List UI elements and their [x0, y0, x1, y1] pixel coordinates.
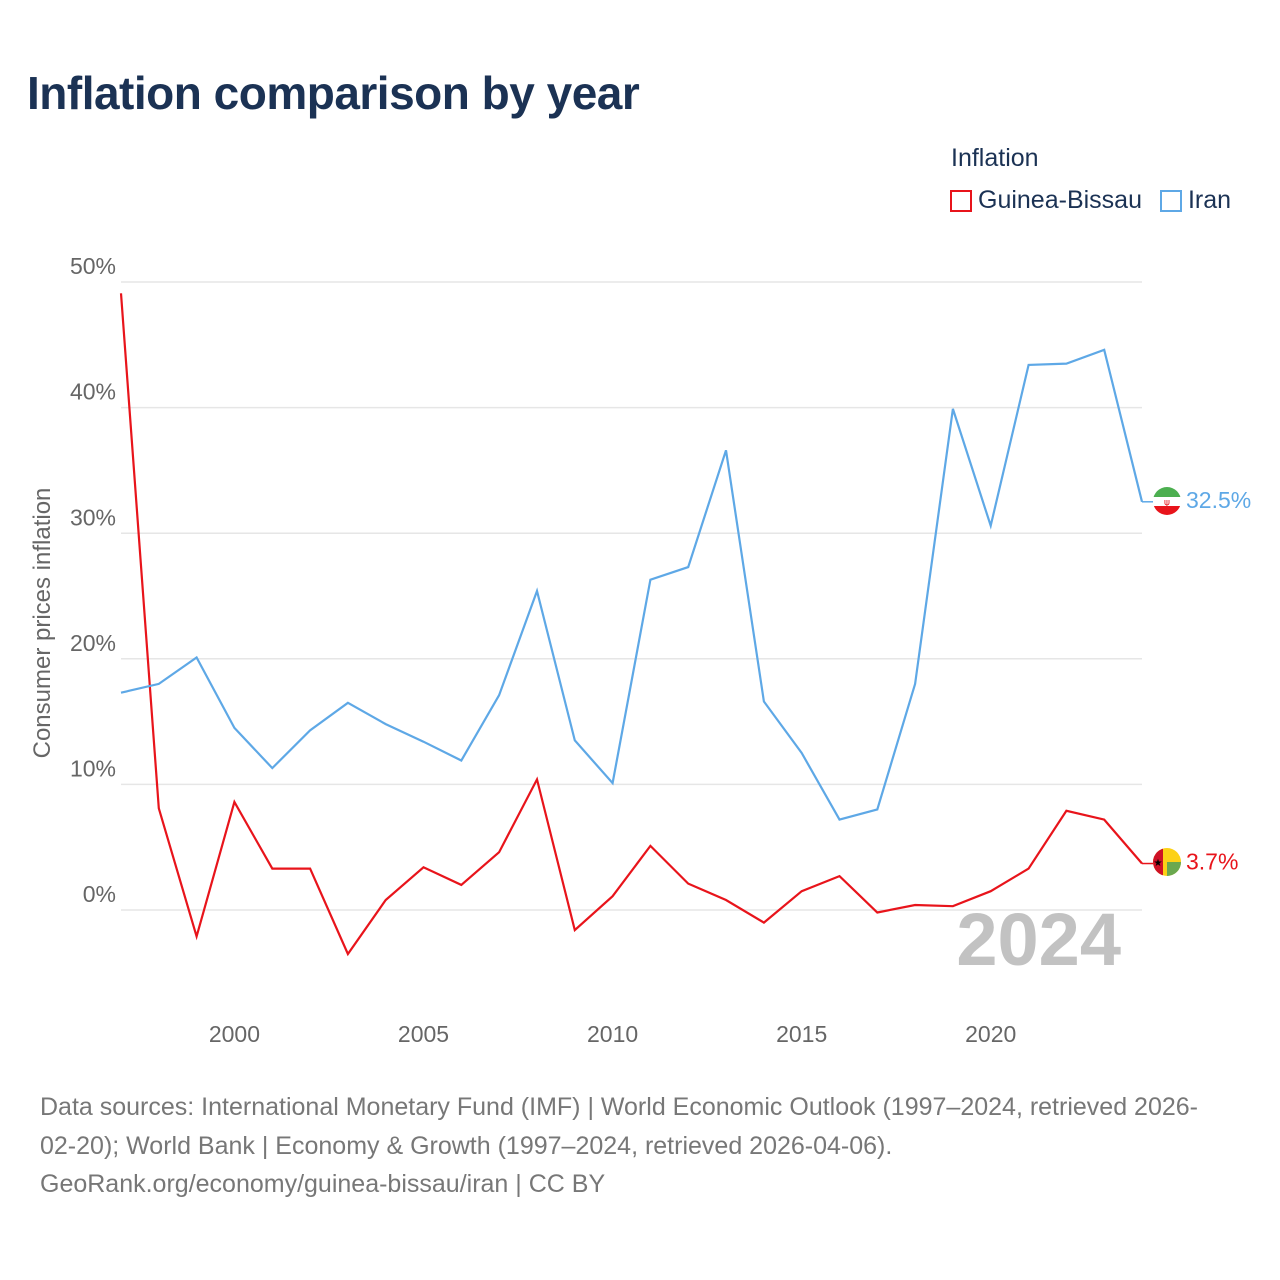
y-axis-ticks: 0% 10% 20% 30% 40% 50% [70, 253, 116, 907]
y-tick-label-40: 40% [70, 379, 116, 405]
series-line-guinea-bissau [119, 293, 1143, 957]
x-tick-label-2010: 2010 [587, 1021, 638, 1047]
legend-label-iran: Iran [1187, 186, 1232, 214]
y-axis-label: Consumer prices inflation [29, 488, 56, 759]
legend-item-guinea-bissau[interactable]: Guinea-Bissau [950, 186, 1142, 215]
y-tick-label-0: 0% [83, 881, 116, 907]
y-tick-label-50: 50% [70, 253, 116, 279]
x-tick-label-2000: 2000 [209, 1021, 260, 1047]
legend-swatch-iran [1159, 189, 1182, 212]
x-tick-label-2005: 2005 [398, 1021, 449, 1047]
series-line-iran [120, 348, 1144, 821]
legend: Guinea-Bissau Iran [950, 186, 1231, 215]
y-tick-label-10: 10% [70, 755, 116, 781]
footer-line-2: 02-20); World Bank | Economy & Growth (1… [40, 1131, 893, 1160]
series-lines: 3.7% 32.5% [119, 293, 1251, 957]
x-tick-label-2020: 2020 [965, 1021, 1016, 1047]
footer-line-3[interactable]: GeoRank.org/economy/guinea-bissau/iran |… [40, 1170, 606, 1198]
x-tick-label-2015: 2015 [776, 1021, 827, 1047]
year-watermark: 2024 [956, 898, 1121, 981]
y-tick-label-20: 20% [70, 630, 116, 656]
legend-label-guinea-bissau: Guinea-Bissau [978, 186, 1142, 214]
legend-item-iran[interactable]: Iran [1159, 186, 1232, 215]
svg-text:★: ★ [1154, 858, 1163, 869]
iran-flag-icon: ψ [1153, 487, 1181, 515]
y-tick-label-30: 30% [70, 504, 116, 530]
end-label-iran: 32.5% [1186, 487, 1251, 513]
end-label-guinea-bissau: 3.7% [1186, 849, 1238, 875]
line-chart: 0% 10% 20% 30% 40% 50% 2000 2005 2010 2015 2020 C… [29, 253, 1251, 1047]
data-sources-footer: Data sources: International Monetary Fun… [40, 1088, 1250, 1204]
grid-lines [121, 281, 1142, 911]
chart-title: Inflation comparison by year [27, 67, 640, 119]
svg-text:ψ: ψ [1164, 498, 1170, 508]
guinea-bissau-flag-icon: ★ [1153, 848, 1181, 876]
end-markers: ψ ★ [1153, 487, 1181, 876]
x-axis-ticks: 2000 2005 2010 2015 2020 [209, 1021, 1016, 1047]
legend-title: Inflation [951, 144, 1039, 172]
legend-swatch-guinea-bissau [950, 189, 972, 212]
footer-line-1: Data sources: International Monetary Fun… [40, 1093, 1198, 1121]
